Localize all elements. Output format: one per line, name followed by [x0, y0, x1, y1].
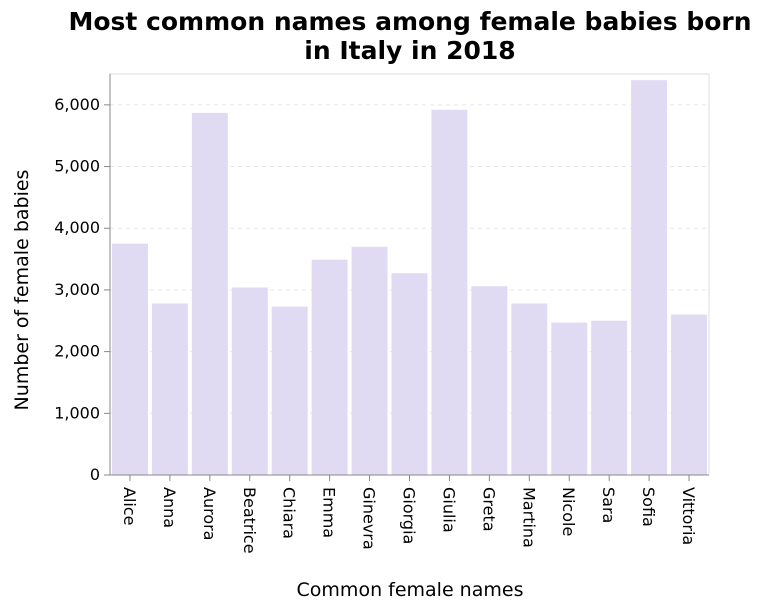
x-tick-label: Greta — [479, 487, 498, 532]
y-tick-label: 3,000 — [54, 280, 100, 299]
bar-anna — [152, 303, 188, 475]
x-tick-label: Vittoria — [679, 487, 698, 545]
bar-chiara — [272, 307, 308, 475]
bar-emma — [312, 260, 348, 475]
bar-giulia — [431, 110, 467, 475]
bar-aurora — [192, 113, 228, 475]
y-axis-label: Number of female babies — [11, 170, 33, 411]
bar-sara — [591, 321, 627, 475]
x-tick-label: Giulia — [439, 487, 458, 533]
x-tick-label: Emma — [320, 487, 339, 538]
x-tick-label: Beatrice — [240, 487, 259, 554]
x-tick-label: Anna — [160, 487, 179, 528]
x-tick-label: Martina — [519, 487, 538, 548]
bar-giorgia — [392, 273, 428, 475]
bar-greta — [471, 286, 507, 475]
y-tick-label: 4,000 — [54, 218, 100, 237]
x-tick-label: Giorgia — [400, 487, 419, 544]
bar-sofia — [631, 80, 667, 475]
y-tick-label: 2,000 — [54, 342, 100, 361]
bars — [112, 80, 707, 475]
bar-martina — [511, 303, 547, 475]
chart-title-line-1: Most common names among female babies bo… — [68, 7, 751, 36]
y-tick-label: 0 — [90, 465, 100, 484]
bar-nicole — [551, 323, 587, 475]
x-tick-label: Chiara — [280, 487, 299, 539]
y-tick-label: 6,000 — [54, 95, 100, 114]
x-tick-label: Nicole — [559, 487, 578, 536]
x-tick-label: Ginevra — [360, 487, 379, 550]
y-axis-ticks: 0 1,000 2,000 3,000 4,000 5,000 6,000 — [54, 95, 110, 484]
x-tick-label: Aurora — [200, 487, 219, 540]
x-tick-label: Sofia — [639, 487, 658, 527]
x-tick-label: Alice — [120, 487, 139, 525]
x-tick-label: Sara — [599, 487, 618, 523]
bar-alice — [112, 244, 148, 475]
bar-vittoria — [671, 315, 707, 475]
chart-title-line-2: in Italy in 2018 — [304, 36, 515, 65]
y-tick-label: 5,000 — [54, 157, 100, 176]
bar-ginevra — [352, 247, 388, 475]
y-tick-label: 1,000 — [54, 403, 100, 422]
bar-beatrice — [232, 287, 268, 475]
x-axis-label: Common female names — [297, 579, 524, 601]
x-axis-ticks: Alice Anna Aurora Beatrice Chiara Emma Ginevra… — [120, 475, 698, 554]
